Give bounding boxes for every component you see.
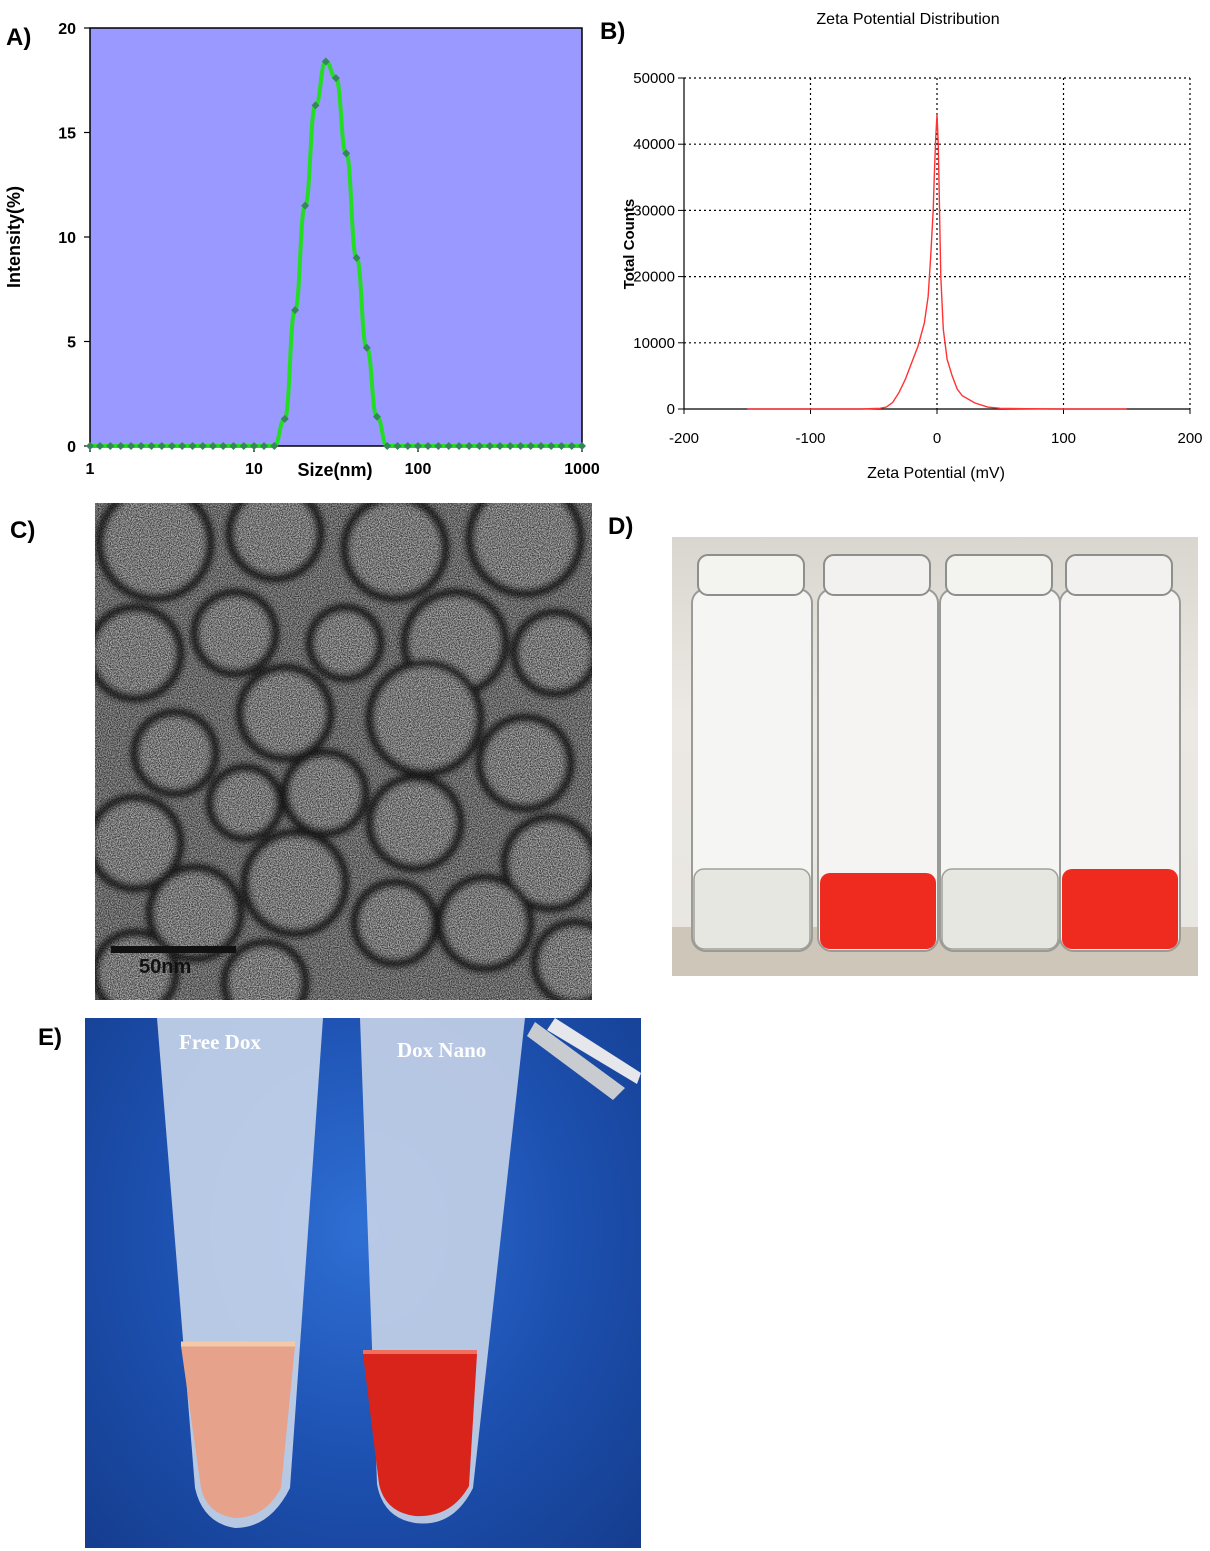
data-point-a (167, 442, 176, 450)
x-tick-label-a: 1 (86, 461, 95, 478)
data-point-a (495, 442, 504, 450)
size-distribution-chart: 1 10 100 1000 0 5 10 15 20 Intensity(%) Size(nm) (4, 21, 600, 480)
panel-label-c: C) (10, 517, 36, 544)
tweezers (527, 1018, 641, 1100)
data-point-a (352, 253, 361, 262)
x-axis-label-b: Zeta Potential (mV) (867, 465, 1005, 482)
x-tick-label-b: -200 (669, 430, 699, 447)
x-tick-label-b: 100 (1051, 430, 1076, 447)
data-point-a (444, 442, 453, 450)
data-point-a (106, 442, 115, 450)
x-tick-label-a: 10 (245, 461, 263, 478)
data-point-a (219, 442, 228, 450)
data-point-a (116, 442, 125, 450)
zeta-potential-chart: Zeta Potential Distribution -200 -100 0 100… (621, 11, 1203, 482)
x-axis-label-a: Size(nm) (297, 460, 372, 480)
data-point-a (403, 442, 412, 450)
data-point-a (423, 442, 432, 450)
chart-title-b: Zeta Potential Distribution (816, 11, 999, 28)
vial-4 (1059, 554, 1181, 952)
y-tick-label-b: 40000 (633, 136, 675, 153)
data-point-a (178, 442, 187, 450)
scale-bar (111, 946, 236, 953)
x-tick-label-b: -100 (795, 430, 825, 447)
data-point-a (321, 57, 330, 66)
data-point-a (280, 414, 289, 423)
data-point-a (414, 442, 422, 450)
data-point-a (383, 442, 392, 450)
y-tick-label-b: 50000 (633, 70, 675, 87)
vial-1 (691, 554, 813, 952)
vials-photo (672, 537, 1198, 976)
tube-label-dox-nano: Dox Nano (397, 1038, 487, 1062)
tube-free-dox (157, 1018, 323, 1528)
data-point-a (291, 306, 300, 315)
tube-label-free-dox: Free Dox (179, 1030, 261, 1054)
y-tick-label-b: 0 (667, 401, 675, 418)
y-axis-label-b: Total Counts (621, 199, 638, 290)
y-tick-label-a: 15 (58, 126, 76, 143)
data-point-a (331, 74, 340, 83)
vial-2 (817, 554, 939, 952)
y-tick-label-b: 20000 (633, 269, 675, 286)
y-axis-label-a: Intensity(%) (4, 186, 24, 288)
tem-micrograph: 50nm (95, 503, 592, 1000)
series-line-b (747, 114, 1127, 410)
y-tick-label-a: 10 (58, 230, 76, 247)
data-point-a (86, 442, 94, 450)
data-point-a (465, 442, 474, 450)
x-tick-label-a: 100 (405, 461, 432, 478)
data-point-a (485, 442, 494, 450)
x-tick-label-b: 0 (933, 430, 941, 447)
data-point-a (362, 343, 371, 352)
panel-label-e: E) (38, 1024, 62, 1051)
data-point-a (157, 442, 166, 450)
data-point-a (311, 101, 320, 110)
data-point-a (95, 442, 104, 450)
data-point-a (250, 442, 258, 450)
data-point-a (567, 442, 576, 450)
y-tick-label-b: 10000 (633, 335, 675, 352)
data-point-a (393, 442, 402, 450)
y-tick-label-b: 30000 (633, 202, 675, 219)
tubes-photo: Free Dox Dox Nano (85, 1018, 641, 1548)
vial-3 (939, 554, 1061, 952)
data-point-a (455, 442, 464, 450)
data-point-a (137, 442, 146, 450)
data-point-a (208, 442, 217, 450)
data-point-a (229, 442, 238, 450)
data-point-a (372, 412, 381, 421)
data-point-a (536, 442, 545, 450)
panel-label-d: D) (608, 513, 634, 540)
data-point-a (270, 442, 279, 450)
data-point-a (342, 149, 351, 158)
data-point-a (198, 442, 207, 450)
data-point-a (526, 442, 535, 450)
tube-dox-nano (360, 1018, 525, 1524)
data-point-a (506, 442, 515, 450)
data-point-a (475, 442, 484, 450)
plot-area-a (89, 27, 583, 447)
y-tick-label-a: 20 (58, 21, 76, 38)
data-point-a (557, 442, 566, 450)
data-point-a (434, 442, 443, 450)
data-point-a (239, 442, 248, 450)
data-point-a (259, 442, 268, 450)
data-point-a (188, 442, 197, 450)
data-point-a (547, 442, 556, 450)
data-point-a (301, 201, 310, 210)
y-tick-label-a: 0 (67, 439, 76, 456)
data-point-a (578, 442, 586, 450)
x-tick-label-b: 200 (1177, 430, 1202, 447)
data-point-a (516, 442, 525, 450)
scale-bar-label: 50nm (139, 956, 192, 978)
y-tick-label-a: 5 (67, 335, 76, 352)
data-point-a (127, 442, 136, 450)
data-point-a (147, 442, 156, 450)
x-tick-label-a: 1000 (564, 461, 600, 478)
panel-label-b: B) (600, 18, 626, 45)
panel-label-a: A) (6, 24, 32, 51)
